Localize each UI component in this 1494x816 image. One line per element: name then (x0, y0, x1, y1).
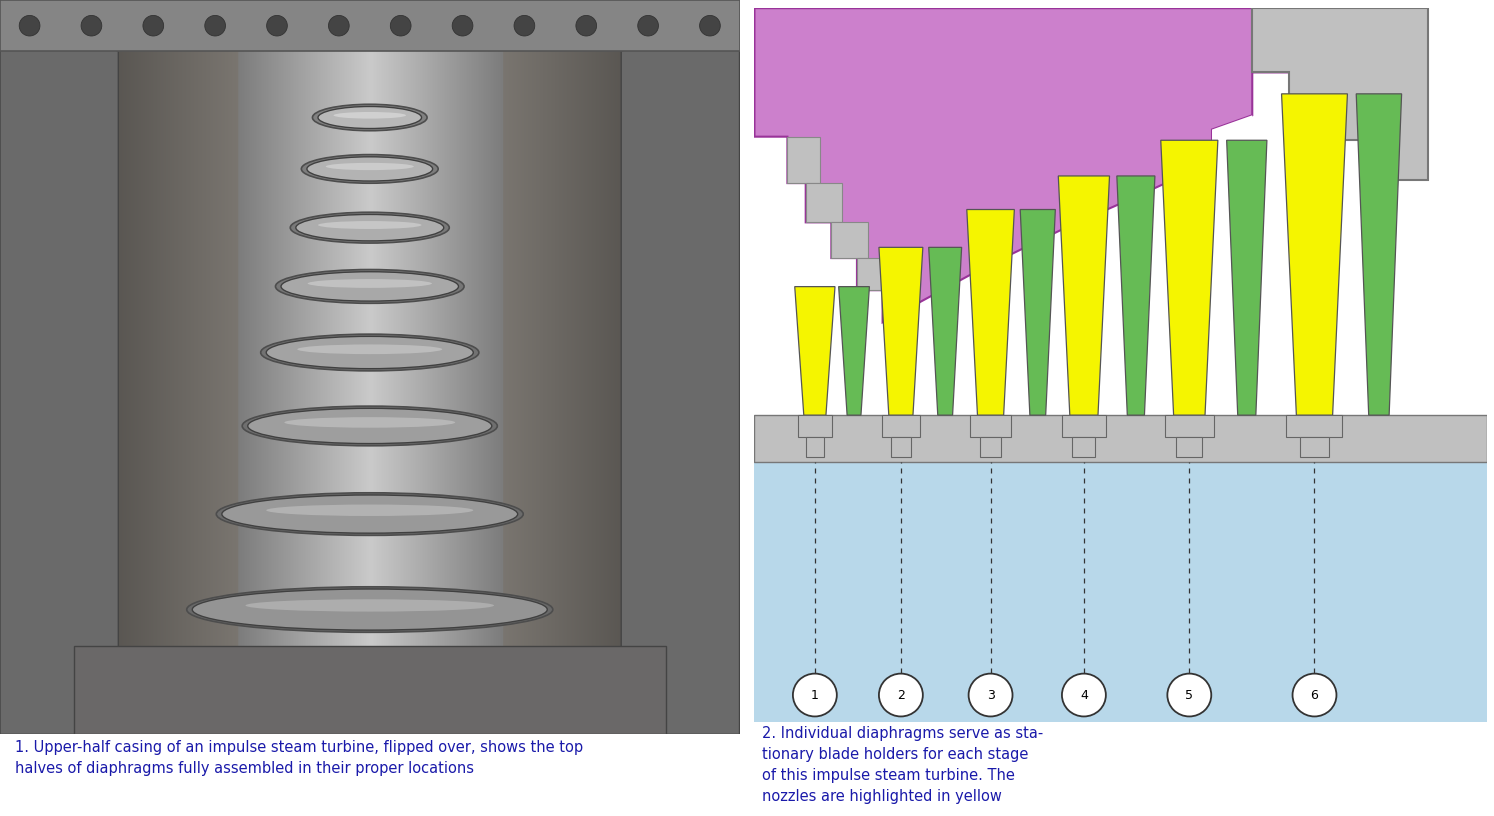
Ellipse shape (333, 112, 406, 118)
Circle shape (793, 674, 837, 716)
Ellipse shape (242, 406, 498, 446)
Bar (1176, 437, 1203, 457)
Polygon shape (1058, 176, 1110, 415)
Circle shape (878, 674, 923, 716)
Circle shape (699, 16, 720, 36)
Text: 1: 1 (811, 689, 819, 702)
Polygon shape (754, 8, 1289, 322)
Text: 2: 2 (896, 689, 905, 702)
Ellipse shape (260, 335, 480, 370)
Ellipse shape (318, 107, 421, 128)
Bar (1165, 415, 1213, 437)
Circle shape (266, 16, 287, 36)
Bar (754, 415, 1487, 722)
Circle shape (81, 16, 102, 36)
Text: 3: 3 (986, 689, 995, 702)
Bar (970, 415, 1011, 437)
Ellipse shape (302, 154, 438, 184)
Text: 4: 4 (1080, 689, 1088, 702)
Polygon shape (795, 286, 835, 415)
Bar (883, 415, 919, 437)
Ellipse shape (266, 336, 474, 369)
Circle shape (19, 16, 40, 36)
Bar (1300, 437, 1330, 457)
Bar (0, 0, 740, 51)
Ellipse shape (326, 163, 414, 170)
Circle shape (1062, 674, 1106, 716)
Polygon shape (929, 247, 962, 415)
Polygon shape (878, 247, 923, 415)
Polygon shape (1227, 140, 1267, 415)
Circle shape (1167, 674, 1212, 716)
Polygon shape (1252, 8, 1428, 180)
Polygon shape (1212, 115, 1252, 162)
Ellipse shape (248, 408, 492, 444)
Ellipse shape (217, 493, 523, 535)
Ellipse shape (266, 504, 474, 516)
Polygon shape (1357, 94, 1401, 415)
Ellipse shape (308, 279, 432, 288)
Bar (787, 136, 820, 183)
Circle shape (329, 16, 350, 36)
Bar (805, 437, 823, 457)
Text: 1. Upper-half casing of an impulse steam turbine, flipped over, shows the top
ha: 1. Upper-half casing of an impulse steam… (15, 739, 583, 776)
Polygon shape (1118, 176, 1155, 415)
Bar (980, 437, 1001, 457)
Ellipse shape (187, 587, 553, 632)
Polygon shape (967, 210, 1014, 415)
Bar (805, 183, 843, 222)
Ellipse shape (306, 157, 433, 181)
Circle shape (968, 674, 1013, 716)
Ellipse shape (312, 104, 427, 131)
Ellipse shape (221, 495, 518, 533)
Circle shape (143, 16, 164, 36)
Circle shape (1292, 674, 1337, 716)
Polygon shape (1161, 140, 1218, 415)
Bar (831, 222, 868, 258)
Circle shape (453, 16, 474, 36)
Bar (1073, 437, 1095, 457)
Bar (75, 646, 666, 734)
Polygon shape (622, 0, 740, 734)
Circle shape (514, 16, 535, 36)
Polygon shape (838, 286, 870, 415)
Ellipse shape (284, 417, 456, 428)
Bar (754, 8, 1487, 415)
Bar (858, 258, 893, 290)
Bar (798, 415, 832, 437)
Polygon shape (1282, 94, 1348, 415)
Ellipse shape (281, 272, 459, 301)
Ellipse shape (245, 599, 495, 612)
Ellipse shape (297, 344, 442, 354)
Ellipse shape (318, 221, 421, 229)
Bar (890, 437, 911, 457)
Circle shape (205, 16, 226, 36)
Ellipse shape (275, 269, 465, 304)
Text: 2. Individual diaphragms serve as sta-
tionary blade holders for each stage
of t: 2. Individual diaphragms serve as sta- t… (762, 726, 1043, 804)
Ellipse shape (296, 215, 444, 241)
Ellipse shape (290, 212, 450, 243)
Circle shape (638, 16, 659, 36)
Text: 5: 5 (1185, 689, 1194, 702)
Bar (1062, 415, 1106, 437)
Bar (1286, 415, 1343, 437)
Ellipse shape (193, 589, 547, 630)
Circle shape (390, 16, 411, 36)
Polygon shape (1020, 210, 1055, 415)
Text: 6: 6 (1310, 689, 1318, 702)
Circle shape (575, 16, 596, 36)
Polygon shape (0, 0, 118, 734)
Bar (754, 415, 1487, 462)
